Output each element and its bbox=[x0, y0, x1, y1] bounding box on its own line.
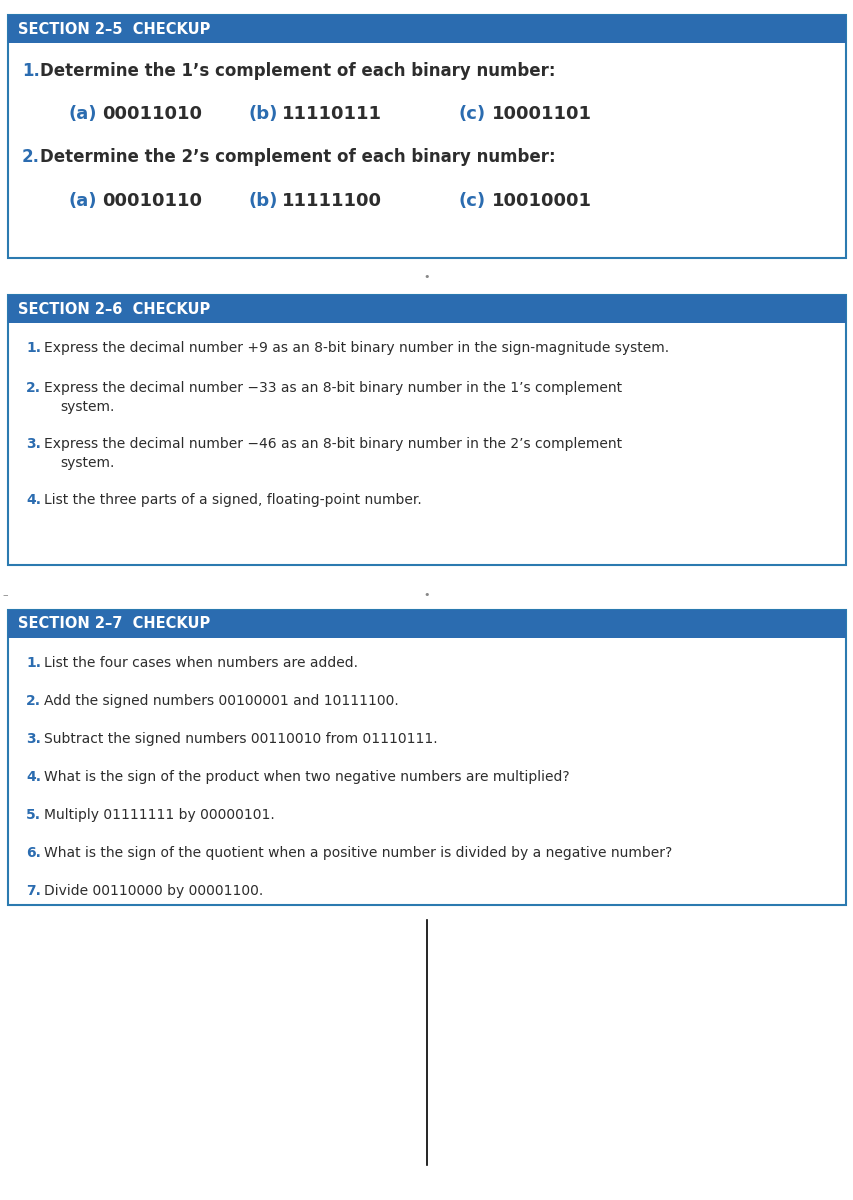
Text: Express the decimal number −46 as an 8-bit binary number in the 2’s complement: Express the decimal number −46 as an 8-b… bbox=[44, 437, 621, 451]
Bar bbox=[8, 295, 845, 565]
Text: Express the decimal number +9 as an 8-bit binary number in the sign-magnitude sy: Express the decimal number +9 as an 8-bi… bbox=[44, 341, 669, 355]
Text: 3.: 3. bbox=[26, 732, 41, 746]
Text: (a): (a) bbox=[68, 192, 96, 210]
Text: •: • bbox=[423, 590, 430, 600]
Text: Determine the 2’s complement of each binary number:: Determine the 2’s complement of each bin… bbox=[40, 148, 555, 166]
Text: 11110111: 11110111 bbox=[281, 104, 381, 122]
Text: (b): (b) bbox=[247, 192, 277, 210]
Text: What is the sign of the product when two negative numbers are multiplied?: What is the sign of the product when two… bbox=[44, 770, 569, 784]
Text: Divide 00110000 by 00001100.: Divide 00110000 by 00001100. bbox=[44, 884, 263, 898]
Text: system.: system. bbox=[60, 456, 114, 470]
Text: Determine the 1’s complement of each binary number:: Determine the 1’s complement of each bin… bbox=[40, 62, 554, 80]
Bar bbox=[8, 14, 845, 258]
Text: 2.: 2. bbox=[26, 694, 41, 708]
Bar bbox=[8, 610, 845, 638]
Text: SECTION 2–6  CHECKUP: SECTION 2–6 CHECKUP bbox=[18, 301, 210, 317]
Bar bbox=[8, 295, 845, 323]
Text: 2.: 2. bbox=[22, 148, 40, 166]
Text: What is the sign of the quotient when a positive number is divided by a negative: What is the sign of the quotient when a … bbox=[44, 846, 671, 860]
Text: 1.: 1. bbox=[22, 62, 40, 80]
Text: •: • bbox=[423, 272, 430, 282]
Bar bbox=[8, 610, 845, 905]
Text: Add the signed numbers 00100001 and 10111100.: Add the signed numbers 00100001 and 1011… bbox=[44, 694, 398, 708]
Text: 00010110: 00010110 bbox=[102, 192, 202, 210]
Text: (b): (b) bbox=[247, 104, 277, 122]
Text: 00011010: 00011010 bbox=[102, 104, 202, 122]
Text: 4.: 4. bbox=[26, 770, 41, 784]
Text: List the three parts of a signed, floating-point number.: List the three parts of a signed, floati… bbox=[44, 493, 421, 506]
Text: SECTION 2–5  CHECKUP: SECTION 2–5 CHECKUP bbox=[18, 22, 210, 36]
Text: 4.: 4. bbox=[26, 493, 41, 506]
Text: 5.: 5. bbox=[26, 808, 41, 822]
Text: Subtract the signed numbers 00110010 from 01110111.: Subtract the signed numbers 00110010 fro… bbox=[44, 732, 437, 746]
Text: 10001101: 10001101 bbox=[491, 104, 591, 122]
Text: system.: system. bbox=[60, 400, 114, 414]
Text: 6.: 6. bbox=[26, 846, 41, 860]
Text: 3.: 3. bbox=[26, 437, 41, 451]
Text: 1.: 1. bbox=[26, 341, 41, 355]
Text: 11111100: 11111100 bbox=[281, 192, 381, 210]
Text: 10010001: 10010001 bbox=[491, 192, 591, 210]
Text: SECTION 2–7  CHECKUP: SECTION 2–7 CHECKUP bbox=[18, 617, 210, 631]
Text: 1.: 1. bbox=[26, 656, 41, 670]
Text: Multiply 01111111 by 00000101.: Multiply 01111111 by 00000101. bbox=[44, 808, 275, 822]
Text: 7.: 7. bbox=[26, 884, 41, 898]
Text: List the four cases when numbers are added.: List the four cases when numbers are add… bbox=[44, 656, 357, 670]
Text: (a): (a) bbox=[68, 104, 96, 122]
Bar bbox=[8, 14, 845, 43]
Text: 2.: 2. bbox=[26, 382, 41, 395]
Text: Express the decimal number −33 as an 8-bit binary number in the 1’s complement: Express the decimal number −33 as an 8-b… bbox=[44, 382, 621, 395]
Text: (c): (c) bbox=[457, 104, 485, 122]
Text: (c): (c) bbox=[457, 192, 485, 210]
Text: –: – bbox=[2, 590, 8, 600]
